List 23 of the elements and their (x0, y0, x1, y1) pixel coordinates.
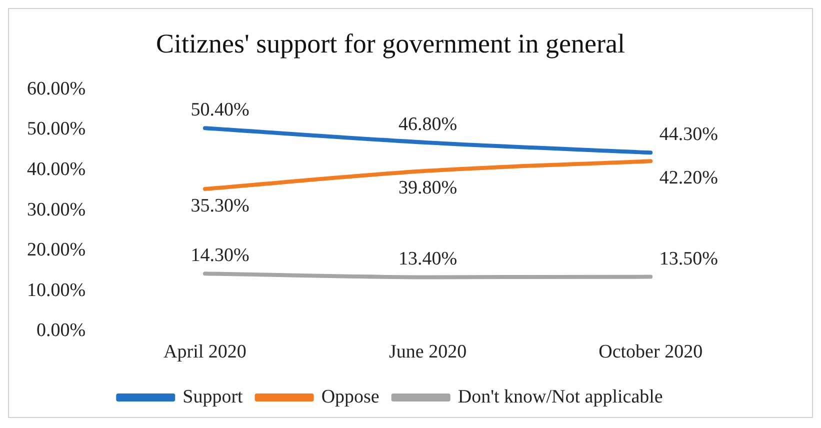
data-label: 44.30% (659, 124, 718, 146)
data-label: 35.30% (190, 195, 250, 216)
y-tick-label: 20.00% (27, 240, 86, 261)
y-tick-label: 40.00% (27, 158, 86, 180)
data-label: 46.80% (398, 114, 458, 136)
data-label: 14.30% (190, 245, 250, 266)
data-label: 42.20% (659, 168, 718, 189)
y-tick-label: 60.00% (27, 78, 86, 100)
x-tick-label: June 2020 (389, 342, 467, 363)
y-tick-label: 50.00% (27, 118, 86, 140)
x-tick-label: April 2020 (164, 342, 246, 363)
data-label: 39.80% (398, 177, 458, 198)
data-label: 13.40% (398, 248, 458, 270)
legend-label: Oppose (321, 386, 380, 408)
chart-title: Citiznes' support for government in general (156, 28, 625, 58)
y-tick-label: 10.00% (27, 280, 86, 301)
legend-label: Support (182, 386, 244, 408)
y-tick-label: 30.00% (27, 199, 86, 220)
data-label: 50.40% (190, 100, 250, 121)
data-label: 13.50% (659, 248, 718, 270)
x-tick-label: October 2020 (598, 342, 703, 363)
y-tick-label: 0.00% (36, 320, 86, 342)
legend-label: Don't know/Not applicable (458, 386, 663, 408)
